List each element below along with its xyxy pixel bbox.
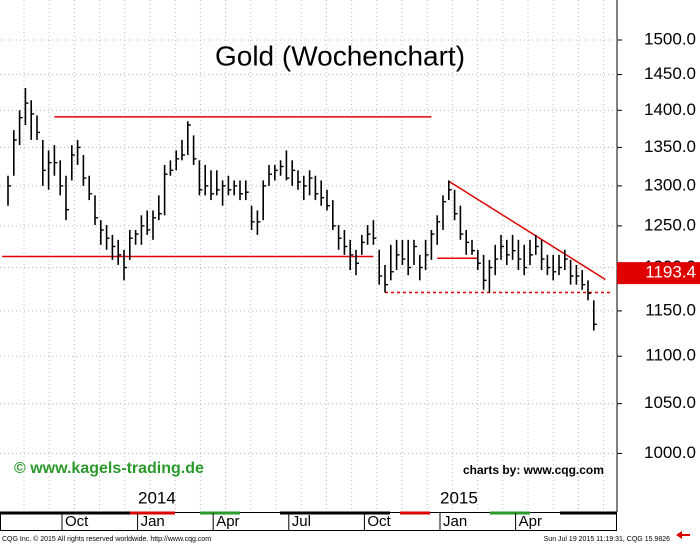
y-tick-label: 1300.0 — [644, 175, 696, 194]
x-tick-label: Apr — [216, 513, 239, 530]
y-tick-label: 1150.0 — [645, 300, 696, 319]
y-tick-label: 1100.0 — [645, 346, 696, 365]
last-price-label: 1193.4 — [645, 263, 696, 282]
trend-line — [448, 180, 606, 281]
y-tick-label: 1250.0 — [644, 215, 696, 234]
y-tick-label: 1000.0 — [644, 443, 696, 462]
x-tick-label: Apr — [519, 513, 542, 530]
scroll-arrow[interactable] — [676, 531, 690, 539]
y-tick-label: 1500.0 — [644, 29, 696, 48]
footer-left: CQG Inc. © 2015 All rights reserved worl… — [2, 535, 211, 543]
y-tick-label: 1050.0 — [644, 393, 696, 412]
x-tick-label: Oct — [65, 513, 89, 530]
x-tick-label: Jan — [443, 513, 467, 530]
footer-right: Sun Jul 19 2015 11:19:31, CQG 15.9826 — [544, 536, 670, 543]
x-tick-label: Jul — [292, 513, 311, 530]
y-tick-label: 1450.0 — [644, 64, 696, 83]
year-label: 2015 — [440, 488, 478, 507]
y-tick-label: 1400.0 — [644, 100, 696, 119]
y-tick-label: 1350.0 — [644, 137, 696, 156]
watermark: © www.kagels-trading.de — [14, 460, 204, 477]
x-tick-label: Oct — [367, 513, 391, 530]
x-tick-label: Jan — [141, 513, 165, 530]
year-label: 2014 — [138, 488, 176, 507]
chart-title: Gold (Wochenchart) — [215, 40, 465, 71]
plot-area — [0, 0, 617, 510]
last-price-box — [617, 262, 700, 285]
source-note: charts by: www.cqg.com — [463, 463, 604, 477]
